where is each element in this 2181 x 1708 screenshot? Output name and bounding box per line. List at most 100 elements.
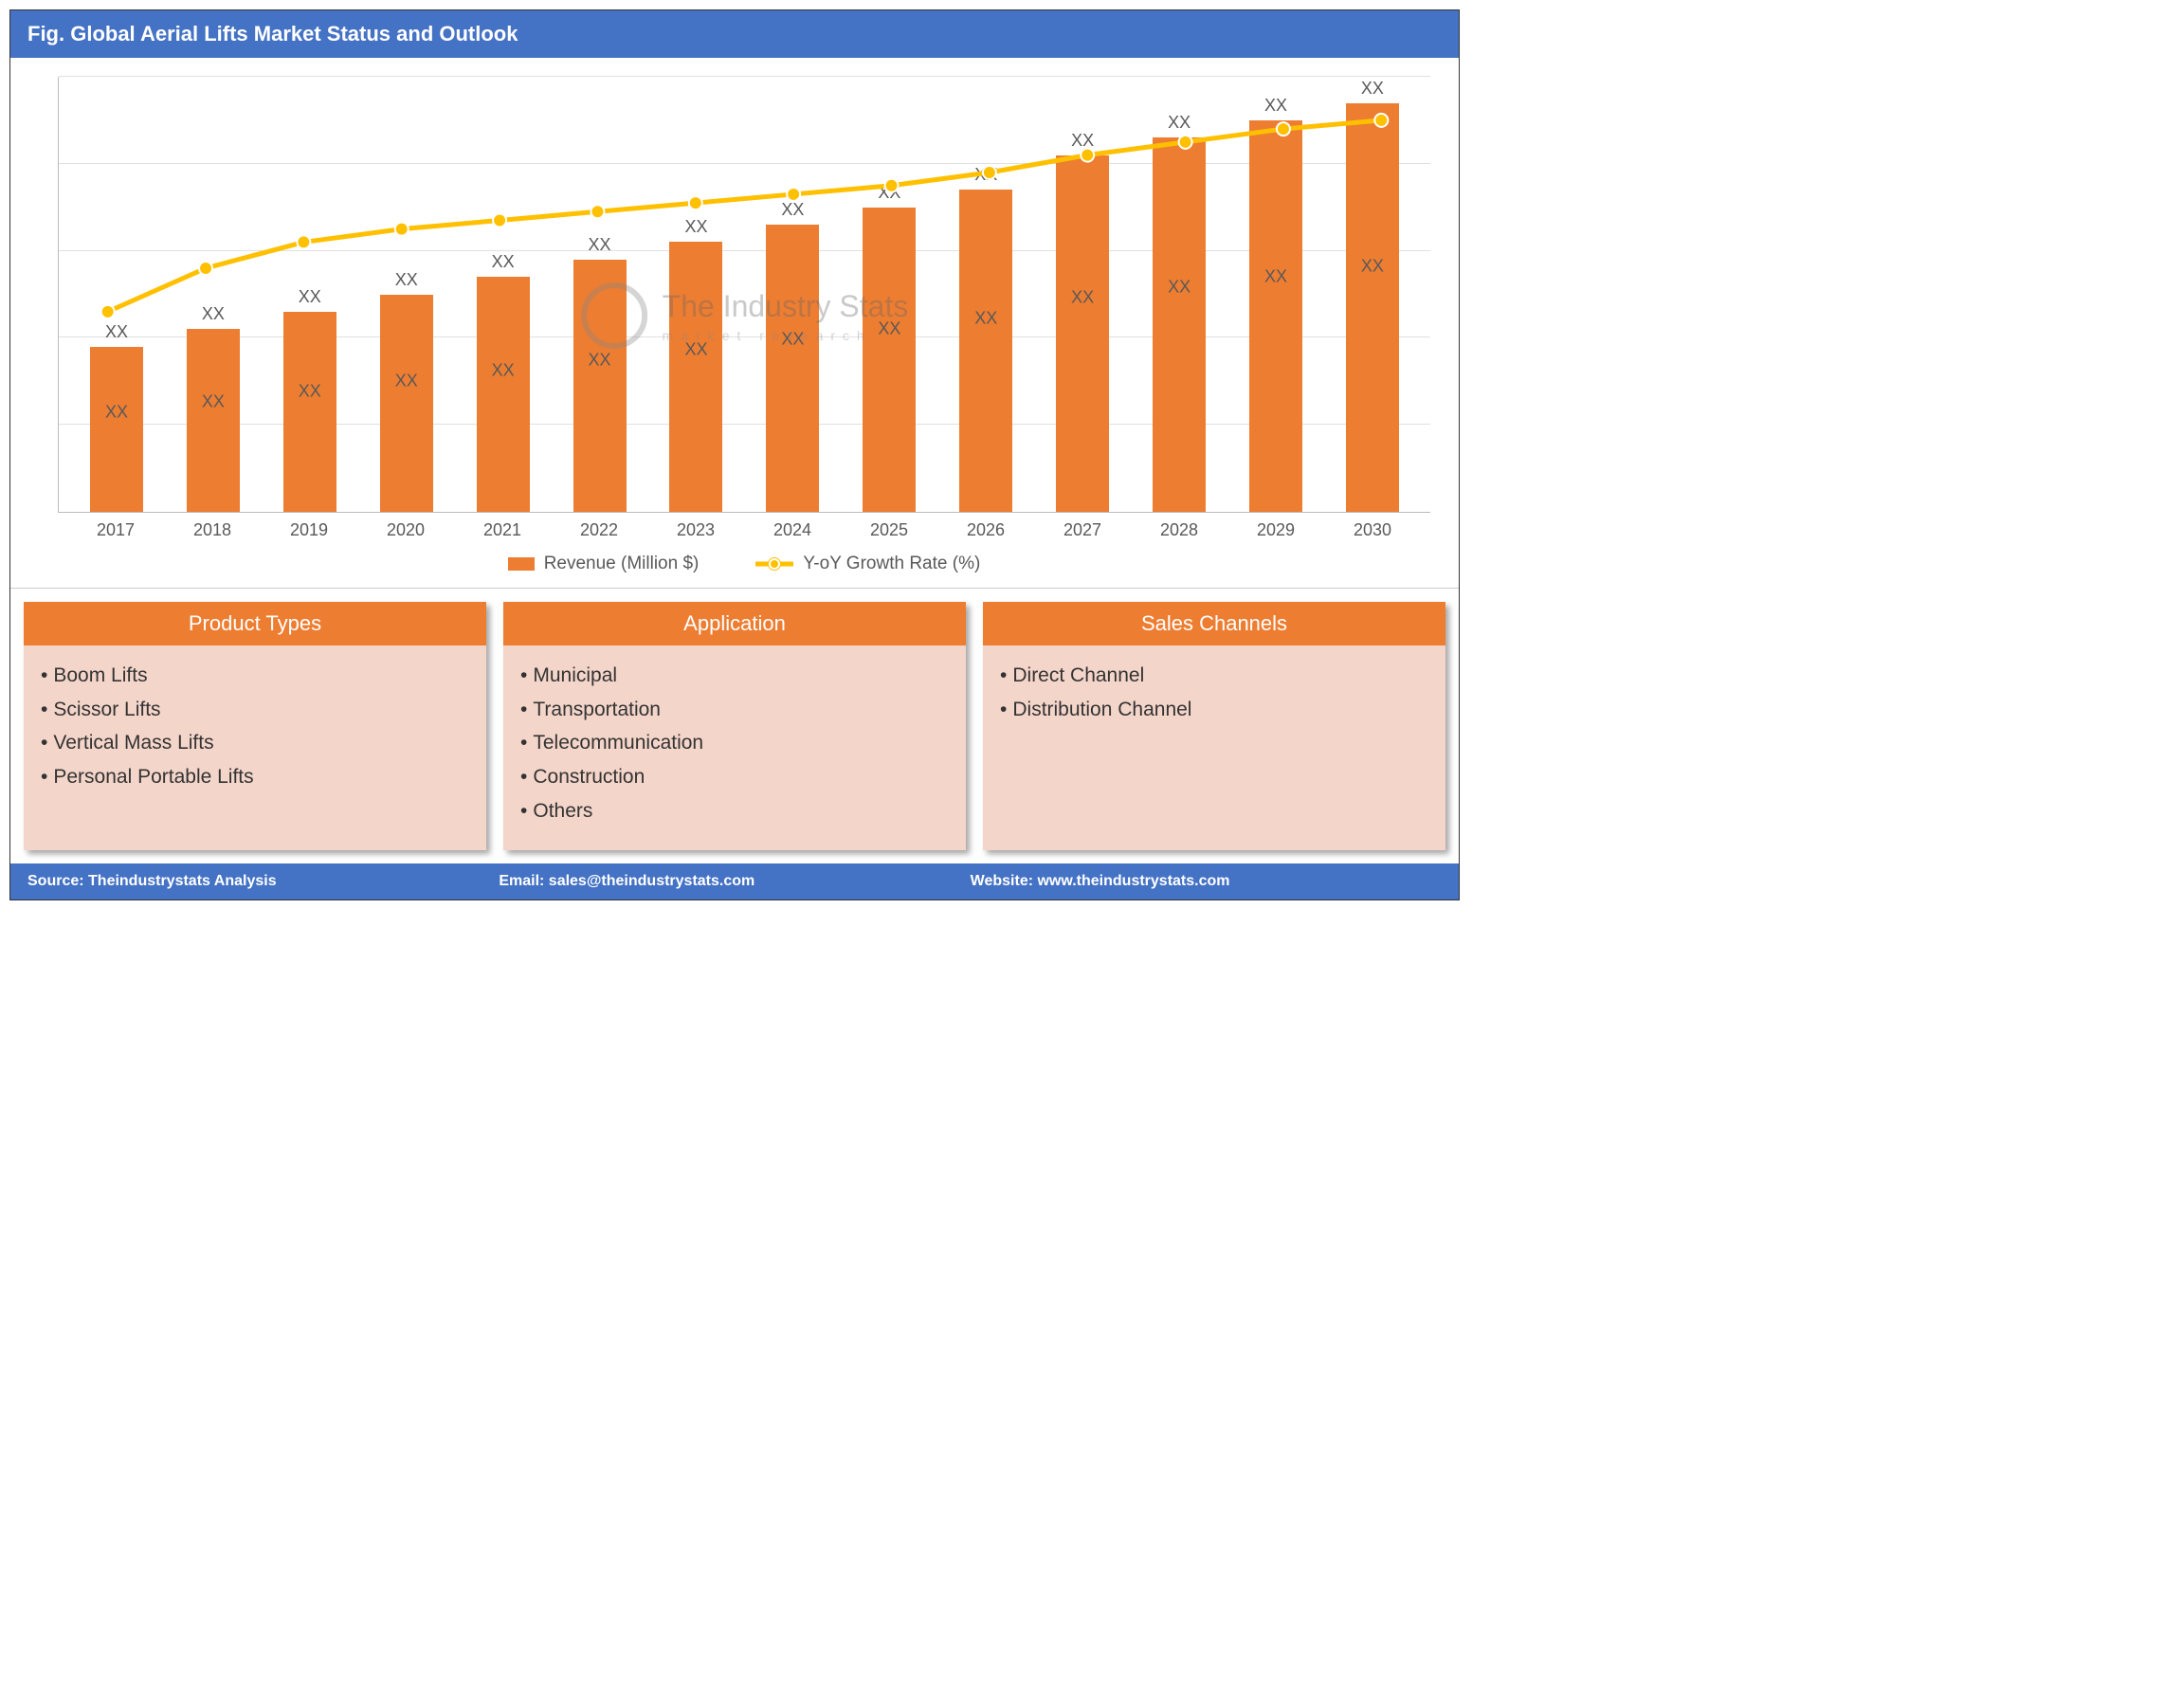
bar-top-label: XX (878, 183, 900, 203)
bar-col: XX XX (262, 77, 358, 512)
panel-item: Boom Lifts (41, 659, 469, 693)
revenue-bar: XXXX (1346, 103, 1399, 512)
panel-header: Application (503, 602, 966, 645)
x-axis-label: 2026 (937, 520, 1034, 540)
panel-item: Construction (520, 760, 949, 794)
info-panel: Product TypesBoom LiftsScissor LiftsVert… (24, 602, 486, 850)
bar-mid-label: XX (589, 351, 611, 371)
bar-top-label: XX (1361, 79, 1384, 99)
bar-mid-label: XX (299, 382, 321, 402)
bar-col: XX XX (937, 77, 1034, 512)
revenue-bar: XXXX (959, 190, 1012, 512)
revenue-bar: XXXX (380, 295, 433, 513)
bar-mid-label: XX (1361, 257, 1384, 277)
bar-top-label: XX (492, 252, 515, 272)
revenue-bar: XXXX (573, 260, 627, 512)
panel-item: Direct Channel (1000, 659, 1428, 693)
x-axis-label: 2024 (744, 520, 841, 540)
bar-top-label: XX (1071, 131, 1094, 151)
bar-col: XX XX (1324, 77, 1421, 512)
legend-growth-label: Y-oY Growth Rate (%) (803, 554, 980, 574)
chart-plot: XX XX XX XX XX XX XX XX XX XX XX XX XX XX XX XX XX XX XX XX… (58, 77, 1430, 513)
bar-mid-label: XX (1071, 288, 1094, 308)
x-axis-label: 2025 (841, 520, 937, 540)
revenue-bar: XXXX (669, 242, 722, 512)
panel-header: Product Types (24, 602, 486, 645)
bars-row: XX XX XX XX XX XX XX XX XX XX XX XX XX XX XX XX XX XX XX XX… (59, 77, 1430, 512)
x-axis-label: 2030 (1324, 520, 1421, 540)
panel-item: Telecommunication (520, 726, 949, 760)
x-axis-label: 2019 (261, 520, 357, 540)
bar-top-label: XX (684, 217, 707, 237)
bar-top-label: XX (1168, 113, 1190, 133)
revenue-bar: XXXX (283, 312, 336, 512)
revenue-bar: XXXX (90, 347, 143, 512)
bar-mid-label: XX (974, 309, 997, 329)
legend-revenue-label: Revenue (Million $) (544, 554, 700, 574)
bar-top-label: XX (395, 270, 418, 290)
panel-item: Municipal (520, 659, 949, 693)
revenue-bar: XXXX (1056, 155, 1109, 512)
panel-body: Direct ChannelDistribution Channel (983, 645, 1445, 850)
x-axis-label: 2022 (551, 520, 647, 540)
bar-top-label: XX (589, 235, 611, 255)
revenue-bar: XXXX (477, 277, 530, 512)
revenue-bar: XXXX (1249, 120, 1302, 512)
info-panel: ApplicationMunicipalTransportationTeleco… (503, 602, 966, 850)
chart-area: XX XX XX XX XX XX XX XX XX XX XX XX XX XX XX XX XX XX XX XX… (10, 58, 1459, 589)
bar-col: XXXX (1131, 77, 1227, 512)
panel-body: Boom LiftsScissor LiftsVertical Mass Lif… (24, 645, 486, 850)
panel-item: Vertical Mass Lifts (41, 726, 469, 760)
panel-body: MunicipalTransportationTelecommunication… (503, 645, 966, 850)
x-axis-label: 2027 (1034, 520, 1131, 540)
bar-col: XXXX (68, 77, 165, 512)
footer-bar: Source: Theindustrystats Analysis Email:… (10, 863, 1459, 899)
bar-mid-label: XX (395, 372, 418, 391)
bar-mid-label: XX (492, 361, 515, 381)
panel-item: Others (520, 794, 949, 828)
footer-source: Source: Theindustrystats Analysis (27, 873, 499, 890)
bar-col: XX XX (165, 77, 262, 512)
x-axis-label: 2028 (1131, 520, 1227, 540)
legend-growth-swatch (755, 557, 793, 571)
bar-col: XXXX (744, 77, 841, 512)
panel-item: Personal Portable Lifts (41, 760, 469, 794)
figure-container: Fig. Global Aerial Lifts Market Status a… (9, 9, 1460, 900)
panels-row: Product TypesBoom LiftsScissor LiftsVert… (10, 589, 1459, 863)
bar-col: XX XX (1034, 77, 1131, 512)
x-axis-label: 2020 (357, 520, 454, 540)
revenue-bar: XXXX (766, 225, 819, 512)
panel-header: Sales Channels (983, 602, 1445, 645)
bar-top-label: XX (105, 322, 128, 342)
chart-legend: Revenue (Million $) Y-oY Growth Rate (%) (58, 540, 1430, 591)
bar-col: XX XX (1227, 77, 1324, 512)
panel-item: Distribution Channel (1000, 693, 1428, 727)
footer-website: Website: www.theindustrystats.com (971, 873, 1442, 890)
bar-top-label: XX (1264, 96, 1287, 116)
bar-mid-label: XX (1264, 267, 1287, 287)
bar-mid-label: XX (202, 392, 225, 412)
revenue-bar: XXXX (187, 329, 240, 512)
bar-top-label: XX (781, 200, 804, 220)
bar-mid-label: XX (684, 340, 707, 360)
title-bar: Fig. Global Aerial Lifts Market Status a… (10, 10, 1459, 58)
bar-top-label: XX (974, 165, 997, 185)
legend-revenue: Revenue (Million $) (508, 554, 700, 574)
bar-col: XX XX (552, 77, 648, 512)
legend-revenue-swatch (508, 557, 535, 571)
revenue-bar: XXXX (1153, 137, 1206, 512)
bar-col: XX XX (455, 77, 552, 512)
panel-item: Transportation (520, 693, 949, 727)
bar-col: XX XX (841, 77, 937, 512)
figure-title: Fig. Global Aerial Lifts Market Status a… (27, 22, 518, 45)
revenue-bar: XXXX (863, 208, 916, 512)
bar-top-label: XX (202, 304, 225, 324)
info-panel: Sales ChannelsDirect ChannelDistribution… (983, 602, 1445, 850)
x-axis-labels: 2017201820192020202120222023202420252026… (58, 513, 1430, 540)
bar-col: XX XX (358, 77, 455, 512)
x-axis-label: 2023 (647, 520, 744, 540)
bar-mid-label: XX (878, 319, 900, 339)
panel-item: Scissor Lifts (41, 693, 469, 727)
x-axis-label: 2029 (1227, 520, 1324, 540)
bar-top-label: XX (299, 287, 321, 307)
